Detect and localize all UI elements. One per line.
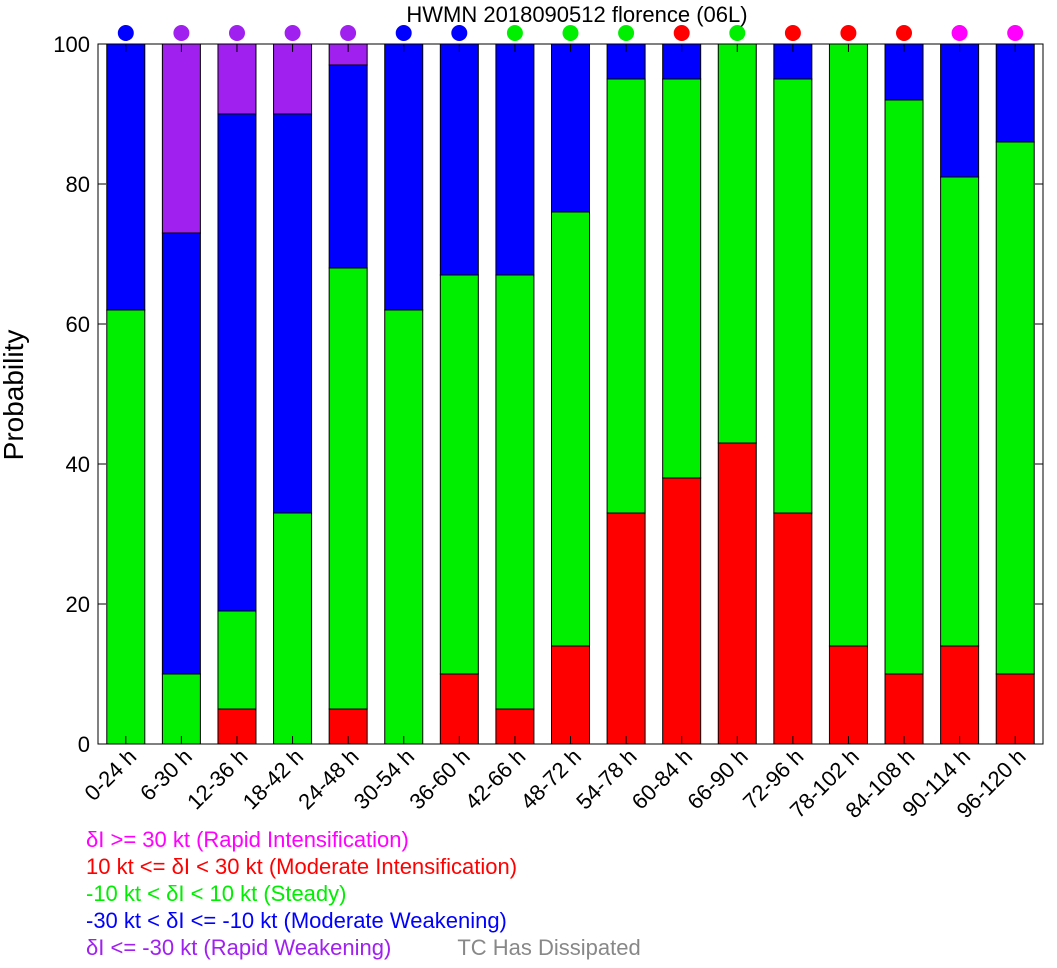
y-tick-label: 40 [66,452,90,477]
marker-rw [229,25,245,41]
bar-segment-mw [995,43,1035,143]
marker-st [729,25,746,41]
marker-ri [1007,25,1024,41]
marker-st [562,25,579,41]
x-tick-label: 54-78 h [571,744,641,814]
marker-mw [395,25,412,41]
bar-segment-mw [551,43,590,213]
bar-segment-rw [273,43,313,115]
legend-item-steady: -10 kt < δI < 10 kt (Steady) [86,880,641,907]
y-tick-label: 100 [53,32,90,57]
bar-segment-mi [828,645,868,745]
marker-ri [951,25,968,41]
bar-segment-mw [106,43,146,311]
x-tick-label: 60-84 h [627,744,697,814]
bar-segment-st [995,141,1035,675]
bar-segment-mw [328,64,368,269]
legend-item-moderate-intensification: 10 kt <= δI < 30 kt (Moderate Intensific… [86,853,641,880]
marker-mi [673,25,690,41]
bar-segment-st [439,274,479,675]
bars-group [106,43,1035,745]
legend-label: δI <= -30 kt (Rapid Weakening) [86,935,392,960]
bar-segment-st [884,99,924,675]
marker-st [618,25,635,41]
bar-segment-mw [161,232,201,675]
bar-segment-st [606,78,646,514]
bar-segment-mi [606,512,646,745]
bar-segment-mw [273,113,313,514]
bar-segment-st [662,78,702,479]
bar-segment-mi [884,673,924,745]
x-tick-label: 36-60 h [404,744,474,814]
x-tick-label: 42-66 h [460,744,530,814]
bar-segment-st [551,211,590,647]
bar-segment-mw [495,43,535,276]
marker-rw [173,25,190,41]
legend: δI >= 30 kt (Rapid Intensification) 10 k… [86,826,641,961]
marker-mw [117,25,134,41]
bar-segment-mw [884,43,924,101]
bar-segment-st [273,512,313,745]
bar-segment-mw [439,43,479,276]
x-tick-label: 30-54 h [349,744,419,814]
bar-segment-st [495,274,535,710]
marker-mw [451,25,468,41]
x-tick-label: 12-36 h [182,744,252,814]
legend-item-rapid-intensification: δI >= 30 kt (Rapid Intensification) [86,826,641,853]
bar-segment-rw [217,43,257,115]
marker-st [506,25,523,41]
y-tick-label: 20 [66,592,90,617]
marker-mi [784,25,801,41]
x-tick-label: 24-48 h [293,744,363,814]
y-axis-label: Probability [0,330,29,461]
x-tick-label: 48-72 h [516,744,586,814]
bar-segment-mw [606,43,646,80]
bar-segment-st [106,309,146,745]
bar-segment-mi [551,645,590,745]
bar-segment-st [217,610,257,710]
x-tick-label: 66-90 h [682,744,752,814]
bar-segment-mw [384,43,424,311]
bar-segment-mi [773,512,813,745]
bar-segment-mi [995,673,1035,745]
legend-label: -30 kt < δI <= -10 kt (Moderate Weakenin… [86,908,507,933]
bar-segment-st [717,43,757,444]
legend-label: 10 kt <= δI < 30 kt (Moderate Intensific… [86,854,518,879]
marker-rw [284,25,301,41]
bar-segment-mi [940,645,980,745]
marker-mi [896,25,912,41]
bar-segment-mi [439,673,479,745]
y-tick-label: 60 [66,312,90,337]
bar-segment-st [940,176,980,647]
legend-label: -10 kt < δI < 10 kt (Steady) [86,881,347,906]
marker-mi [840,25,857,41]
bar-segment-mw [217,113,257,612]
bar-segment-st [773,78,813,514]
bar-segment-st [384,309,424,745]
bar-segment-st [828,43,868,647]
bar-segment-mi [717,442,757,745]
bar-segment-rw [161,43,201,234]
y-tick-label: 80 [66,172,90,197]
legend-item-rapid-weakening: δI <= -30 kt (Rapid Weakening) TC Has Dis… [86,934,641,961]
bar-segment-st [328,267,368,710]
legend-item-moderate-weakening: -30 kt < δI <= -10 kt (Moderate Weakenin… [86,907,641,934]
top-markers [117,25,1024,41]
bar-segment-mi [662,477,702,745]
chart-title: HWMN 2018090512 florence (06L) [406,2,747,27]
y-tick-label: 0 [78,732,90,757]
bar-segment-st [161,673,201,745]
legend-label: δI >= 30 kt (Rapid Intensification) [86,827,409,852]
x-tick-label: 18-42 h [238,744,308,814]
marker-rw [340,25,357,41]
bar-segment-mw [940,43,980,178]
y-axis: 0 20 40 60 80 100 [53,32,1043,757]
legend-item-dissipated: TC Has Dissipated [457,935,641,960]
